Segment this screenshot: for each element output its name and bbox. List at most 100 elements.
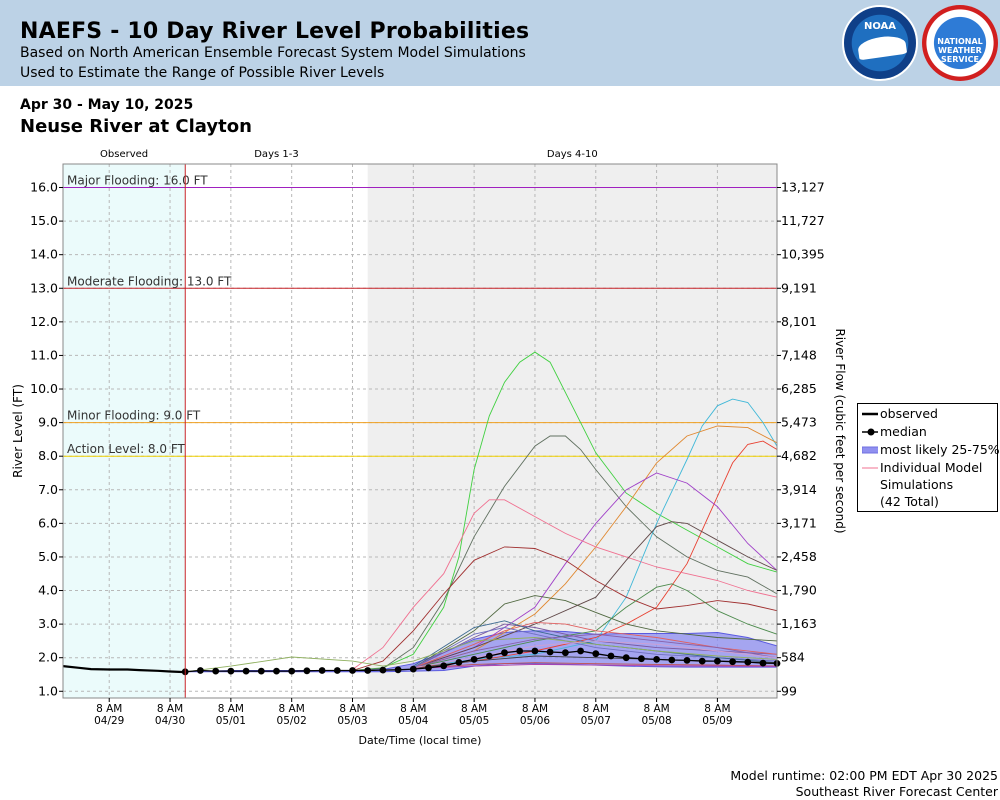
median-point — [273, 667, 280, 675]
y-right-tick-label: 6,285 — [781, 381, 817, 396]
y-tick-label: 10.0 — [30, 381, 58, 396]
x-tick-label: 8 AM — [279, 703, 305, 715]
y-right-tick-label: 1,163 — [781, 616, 817, 631]
legend-individual-label-3: (42 Total) — [880, 494, 939, 509]
legend-item-band: most likely 25-75% — [858, 441, 1000, 459]
legend-band-swatch — [862, 446, 878, 454]
legend-individual-label-2: Simulations — [880, 477, 954, 492]
observed-line — [62, 665, 186, 674]
x-axis-label: Date/Time (local time) — [359, 734, 482, 747]
legend-item-median: median — [858, 423, 999, 441]
median-point — [744, 658, 752, 666]
threshold-label: Action Level: 8.0 FT — [67, 442, 186, 456]
x-tick-date: 04/29 — [94, 715, 124, 727]
x-tick-label: 8 AM — [218, 703, 244, 715]
x-tick-date: 05/08 — [641, 715, 671, 727]
simulation-line — [352, 546, 778, 671]
median-point — [227, 667, 235, 675]
y-right-tick-label: 99 — [781, 683, 797, 698]
x-tick-label: 8 AM — [522, 703, 548, 715]
region-label: Observed — [100, 149, 148, 160]
legend-median-label: median — [880, 424, 927, 439]
y-right-tick-label: 5,473 — [781, 415, 817, 430]
median-point — [303, 667, 311, 675]
median-point — [425, 664, 432, 672]
simulation-line — [413, 521, 778, 669]
y-right-tick-label: 11,727 — [781, 213, 825, 228]
threshold-label: Minor Flooding: 9.0 FT — [67, 409, 201, 423]
x-tick-label: 8 AM — [400, 703, 426, 715]
nws-logo: NATIONAL WEATHER SERVICE — [922, 5, 998, 81]
x-tick-date: 05/09 — [702, 715, 732, 727]
page-subtitle-1: Based on North American Ensemble Forecas… — [20, 45, 526, 61]
y-axis-label-right: River Flow (cubic feet per second) — [833, 328, 847, 533]
y-tick-label: 8.0 — [38, 448, 58, 463]
threshold-label: Moderate Flooding: 13.0 FT — [67, 274, 232, 288]
y-tick-label: 5.0 — [38, 549, 58, 564]
simulation-line — [413, 472, 778, 669]
date-range: Apr 30 - May 10, 2025 — [20, 97, 194, 113]
simulation-line — [413, 583, 778, 669]
y-right-tick-label: 7,148 — [781, 347, 817, 362]
plot-border — [62, 163, 778, 699]
median-point — [364, 667, 372, 674]
median-point — [516, 647, 524, 655]
legend-item-individual-3: (42 Total) — [858, 493, 999, 511]
y-right-tick-label: 4,682 — [781, 448, 817, 463]
simulation-line — [413, 662, 778, 669]
y-right-tick-label: 13,127 — [781, 180, 825, 195]
median-point — [212, 667, 220, 675]
region-days-4-10 — [367, 164, 777, 698]
median-point — [531, 647, 539, 655]
median-point — [546, 648, 554, 656]
header-banner: NAEFS - 10 Day River Level Probabilities… — [0, 0, 1000, 86]
x-tick-date: 05/04 — [398, 715, 429, 727]
nws-logo-text: NATIONAL WEATHER SERVICE — [937, 37, 983, 64]
y-tick-label: 1.0 — [38, 683, 58, 698]
x-tick-date: 05/03 — [337, 715, 367, 727]
y-right-tick-label: 3,914 — [781, 482, 817, 497]
median-point — [394, 666, 402, 674]
y-tick-label: 9.0 — [38, 415, 58, 430]
median-point — [562, 649, 569, 657]
median-point — [714, 657, 721, 665]
median-point — [455, 659, 463, 666]
y-tick-label: 4.0 — [38, 583, 58, 598]
x-tick-date: 04/30 — [155, 715, 185, 727]
y-tick-label: 11.0 — [30, 347, 58, 362]
y-right-tick-label: 8,101 — [781, 314, 817, 329]
simulation-line — [413, 425, 778, 669]
median-point — [440, 662, 448, 670]
simulation-line — [413, 595, 778, 669]
y-axis-label: River Level (FT) — [11, 384, 25, 478]
legend-median-swatch — [862, 428, 878, 436]
y-tick-label: 6.0 — [38, 515, 58, 530]
simulation-line — [352, 351, 778, 671]
median-point — [197, 667, 204, 674]
simulation-line — [413, 621, 778, 669]
region-observed — [63, 164, 186, 698]
threshold-label: Major Flooding: 16.0 FT — [67, 174, 208, 188]
median-point — [592, 650, 600, 658]
median-point — [333, 667, 341, 674]
y-right-tick-label: 3,171 — [781, 515, 817, 530]
median-point — [638, 655, 645, 663]
station-name: Neuse River at Clayton — [20, 116, 252, 137]
legend-individual-label-1: Individual Model — [880, 460, 983, 475]
page-subtitle-2: Used to Estimate the Range of Possible R… — [20, 65, 385, 81]
simulation-line — [413, 633, 778, 669]
median-point — [242, 667, 250, 675]
y-tick-label: 13.0 — [30, 280, 58, 295]
x-tick-label: 8 AM — [704, 703, 730, 715]
median-point — [318, 667, 326, 674]
median-point — [409, 665, 417, 673]
median-point — [485, 652, 493, 660]
median-point — [653, 656, 660, 663]
simulation-line — [413, 440, 778, 669]
x-tick-label: 8 AM — [157, 703, 183, 715]
legend-observed-swatch — [862, 412, 878, 416]
noaa-logo: NOAA — [842, 5, 918, 81]
median-point — [257, 667, 265, 675]
legend-item-observed: observed — [858, 405, 999, 423]
